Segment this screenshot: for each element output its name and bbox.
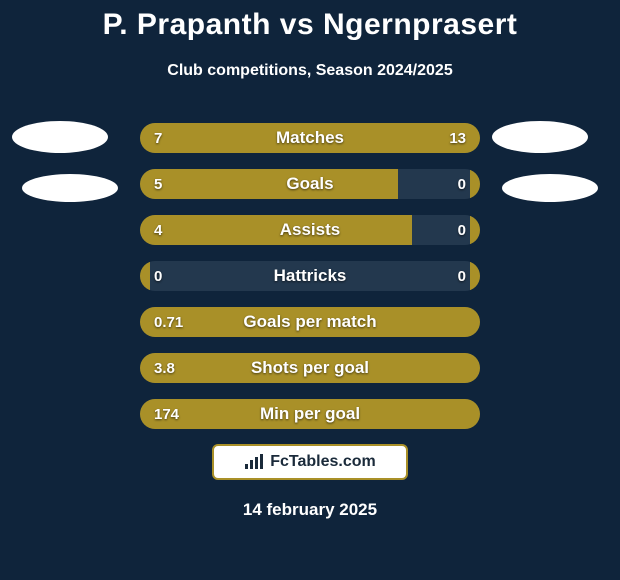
left-player-silhouette — [22, 174, 118, 202]
chart-icon — [244, 454, 264, 470]
stat-label: Goals — [140, 174, 480, 194]
stat-label: Min per goal — [140, 404, 480, 424]
stat-label: Hattricks — [140, 266, 480, 286]
subtitle: Club competitions, Season 2024/2025 — [0, 62, 620, 80]
stat-row: 174Min per goal — [140, 399, 480, 429]
right-player-silhouette — [502, 174, 598, 202]
stat-row: 3.8Shots per goal — [140, 353, 480, 383]
stat-row: 0.71Goals per match — [140, 307, 480, 337]
stat-row: 00Hattricks — [140, 261, 480, 291]
left-player-silhouette — [12, 121, 108, 153]
comparison-card: P. Prapanth vs Ngernprasert Club competit… — [0, 0, 620, 580]
stat-label: Assists — [140, 220, 480, 240]
stat-label: Matches — [140, 128, 480, 148]
stat-label: Shots per goal — [140, 358, 480, 378]
right-player-silhouette — [492, 121, 588, 153]
stat-row: 40Assists — [140, 215, 480, 245]
date-text: 14 february 2025 — [0, 500, 620, 520]
stat-row: 713Matches — [140, 123, 480, 153]
stat-row: 50Goals — [140, 169, 480, 199]
source-badge: FcTables.com — [212, 444, 408, 480]
page-title: P. Prapanth vs Ngernprasert — [0, 8, 620, 42]
source-text: FcTables.com — [270, 453, 376, 471]
stat-label: Goals per match — [140, 312, 480, 332]
